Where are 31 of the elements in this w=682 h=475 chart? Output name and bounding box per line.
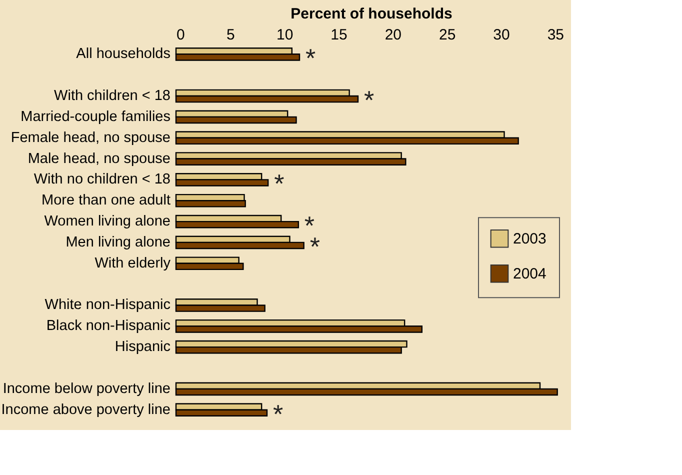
x-tick-label: 5 xyxy=(226,26,235,44)
y-tick-label: White non-Hispanic xyxy=(44,297,170,314)
y-tick-label: Female head, no spouse xyxy=(10,130,170,146)
annotation: * xyxy=(310,231,320,262)
x-axis-title: Percent of households xyxy=(290,6,452,22)
annotation: * xyxy=(306,43,316,74)
x-tick-label: 25 xyxy=(438,26,456,44)
y-tick-label: More than one adult xyxy=(42,192,170,209)
y-tick-label: Married-couple families xyxy=(20,108,170,125)
x-tick-label: 20 xyxy=(384,26,402,44)
legend-label: 2003 xyxy=(513,230,546,248)
x-tick-label: 0 xyxy=(176,26,185,44)
y-tick-label: Men living alone xyxy=(66,234,170,250)
annotation: * xyxy=(273,398,284,429)
y-tick-label: All households xyxy=(76,46,170,62)
annotation: * xyxy=(274,168,284,199)
y-tick-label: Income above poverty line xyxy=(1,402,170,418)
y-tick-label: Male head, no spouse xyxy=(28,150,170,167)
annotation: * xyxy=(364,85,374,116)
y-tick-label: Women living alone xyxy=(44,214,170,230)
y-tick-label: With no children < 18 xyxy=(34,172,170,188)
x-tick-label: 15 xyxy=(330,26,348,44)
legend-label: 2004 xyxy=(513,266,546,283)
x-tick-label: 30 xyxy=(493,26,510,44)
y-tick-label: With elderly xyxy=(94,255,172,272)
x-tick-label: 35 xyxy=(547,26,564,44)
y-tick-label: With children < 18 xyxy=(54,88,170,104)
y-tick-label: Black non-Hispanic xyxy=(46,318,170,334)
y-tick-label: Hispanic xyxy=(114,339,170,356)
x-tick-label: 10 xyxy=(276,26,294,44)
y-tick-label: Income below poverty line xyxy=(2,380,170,397)
